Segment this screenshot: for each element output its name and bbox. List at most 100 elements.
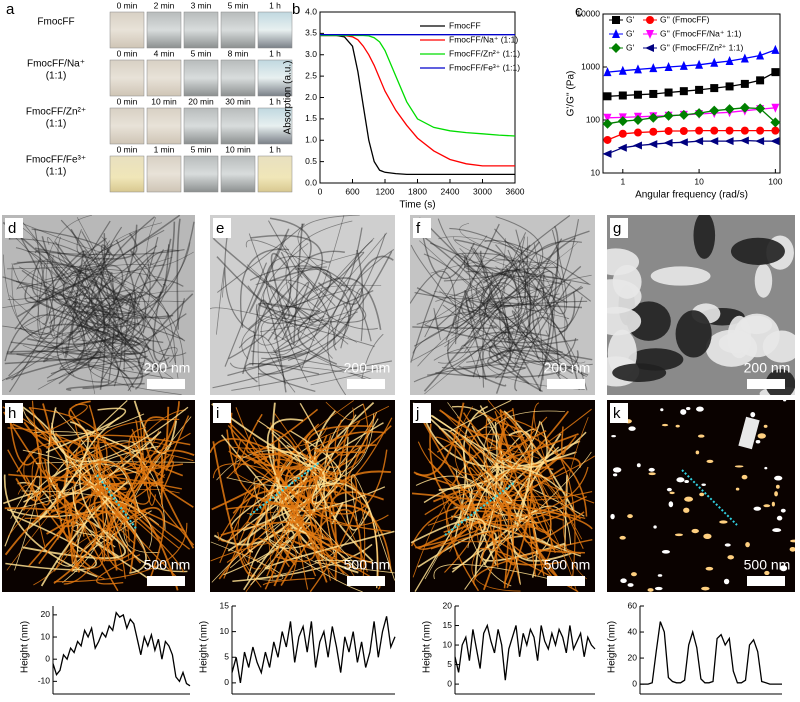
panel-label: i [216,405,219,422]
marker [646,16,654,24]
fiber [5,356,142,380]
particle [612,467,622,473]
image-background [2,215,195,395]
blob [675,310,712,358]
fiber [431,414,548,468]
fiber [247,252,365,308]
marker [770,117,781,128]
fiber [482,310,585,390]
fiber [40,481,129,587]
series-line [231,616,396,684]
fiber [317,249,363,305]
marker [649,127,658,136]
fiber [72,301,152,351]
particle [675,424,680,428]
fiber [297,215,360,288]
fiber [447,340,526,378]
fiber [255,289,374,325]
y-tick-label: 20 [41,609,51,619]
fiber [272,215,345,355]
fiber [285,220,353,359]
fiber [485,448,566,553]
fiber [276,251,365,342]
fiber [7,427,130,543]
particle [727,555,735,560]
particle [669,491,675,495]
fiber [496,349,593,393]
fiber [130,249,163,288]
marker [679,60,688,70]
micrograph [607,215,795,395]
fiber [233,434,252,472]
fiber [248,233,291,310]
fiber [228,482,379,589]
fiber [446,496,566,527]
fiber [10,337,150,355]
vial-photo [146,155,182,193]
y-tick-label: 0.0 [305,177,317,187]
y-tick-label: 10 [220,626,230,636]
fiber [473,265,511,361]
micrograph [410,400,595,592]
x-tick-label: 0 [318,186,323,196]
particle [668,501,674,508]
marker [771,68,780,77]
marker [603,135,612,144]
panel-label: k [613,405,621,422]
fiber [43,251,155,363]
fiber [411,492,593,530]
fiber [268,220,303,279]
panel-label: j [415,405,419,422]
marker [709,137,719,146]
fiber [334,414,377,497]
fiber [459,223,550,271]
particle [680,409,687,415]
marker [694,108,705,119]
fiber [106,337,148,355]
y-tick-label: 10 [591,167,601,177]
fiber [242,445,326,532]
time-label: 5 min [191,48,212,58]
fiber [522,261,566,341]
x-tick-label: 3600 [506,186,525,196]
fiber [122,298,186,380]
fiber [244,363,320,383]
fiber [274,315,328,352]
fiber [494,228,568,333]
fiber [281,477,311,536]
fiber [478,337,577,363]
marker [618,91,627,100]
legend-label: G'' (FmocFF/Zn²⁺ 1:1) [660,42,743,52]
fiber [464,505,572,590]
fiber [8,423,88,479]
fiber [469,467,565,530]
fiber [466,219,579,363]
image-background [210,215,395,395]
fiber [73,274,179,379]
scale-bar [547,576,585,586]
fiber [253,232,388,346]
fiber [266,255,331,350]
blob [626,301,671,341]
fiber [284,466,345,575]
marker [648,140,658,149]
particle [699,492,705,497]
fiber [107,271,115,384]
time-label: 0 min [117,144,138,154]
time-label: 8 min [228,48,249,58]
particle [686,406,691,411]
fiber [314,559,395,574]
marker [678,109,689,120]
fiber [527,491,556,577]
fiber [514,336,537,365]
particle [660,408,664,412]
fiber [279,304,367,323]
marker [755,103,766,114]
fiber [522,268,531,333]
series-line [320,34,515,176]
fiber [12,280,114,335]
vial-photo [257,107,293,145]
particle [612,473,618,477]
row-label: FmocFF/Fe³⁺ [26,155,86,166]
fiber [518,236,582,312]
